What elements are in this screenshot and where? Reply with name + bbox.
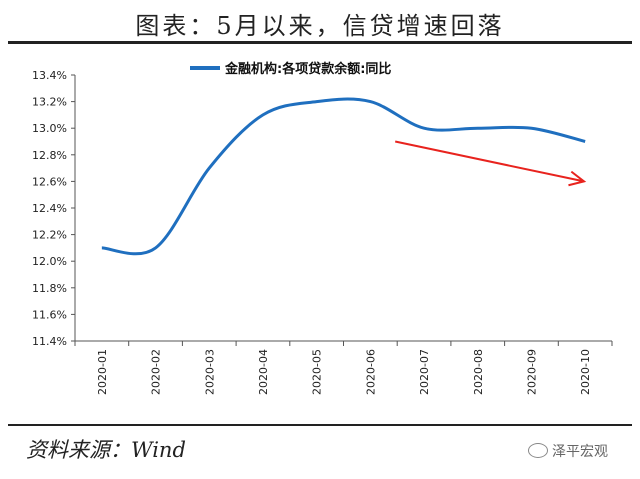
y-axis-tick-labels: 11.4% 11.6% 11.8% 12.0% 12.2% 12.4% 12.6% 12.8%…: [32, 69, 67, 348]
trend-arrow: [394, 140, 587, 187]
trend-arrow-shaft: [394, 140, 585, 183]
y-tick-label: 13.4%: [32, 69, 67, 82]
y-tick-label: 12.8%: [32, 149, 67, 162]
series-line: [101, 97, 586, 256]
x-tick-label: 2020-07: [418, 349, 431, 395]
y-tick-label: 13.2%: [32, 96, 67, 109]
legend-label: 金融机构:各项贷款余额:同比: [224, 61, 391, 77]
x-tick-label: 2020-06: [364, 349, 377, 395]
y-tick-label: 12.0%: [32, 255, 67, 268]
x-tick-label: 2020-09: [525, 349, 538, 395]
axes: [71, 74, 613, 346]
y-tick-label: 11.6%: [32, 308, 67, 321]
title-divider: [8, 41, 632, 44]
y-tick-label: 11.4%: [32, 335, 67, 348]
y-tick-label: 12.6%: [32, 175, 67, 188]
page-title: 图表：5月以来，信贷增速回落: [135, 12, 505, 40]
watermark-label: 泽平宏观: [552, 444, 608, 460]
legend: 金融机构:各项贷款余额:同比: [190, 61, 391, 77]
y-tick-label: 13.0%: [32, 122, 67, 135]
watermark: 泽平宏观: [528, 441, 608, 461]
x-axis-tick-labels: 2020-01 2020-02 2020-03 2020-04 2020-05 2020-…: [96, 349, 592, 395]
x-tick-label: 2020-04: [257, 349, 270, 395]
x-tick-label: 2020-05: [311, 349, 324, 395]
y-tick-label: 11.8%: [32, 282, 67, 295]
y-tick-label: 12.2%: [32, 229, 67, 242]
x-tick-label: 2020-02: [150, 349, 163, 395]
x-tick-label: 2020-08: [472, 349, 485, 395]
source-note: 资料来源：Wind: [26, 438, 186, 462]
x-tick-label: 2020-01: [96, 349, 109, 395]
y-tick-label: 12.4%: [32, 202, 67, 215]
x-tick-label: 2020-10: [579, 349, 592, 395]
trend-arrow-head: [568, 170, 587, 187]
wechat-icon: [528, 443, 548, 458]
line-chart: 金融机构:各项贷款余额:同比 11.4% 11.6% 11.8% 12.0% 12.2%…: [32, 61, 613, 395]
x-tick-label: 2020-03: [203, 349, 216, 395]
footer-divider: [8, 424, 632, 426]
